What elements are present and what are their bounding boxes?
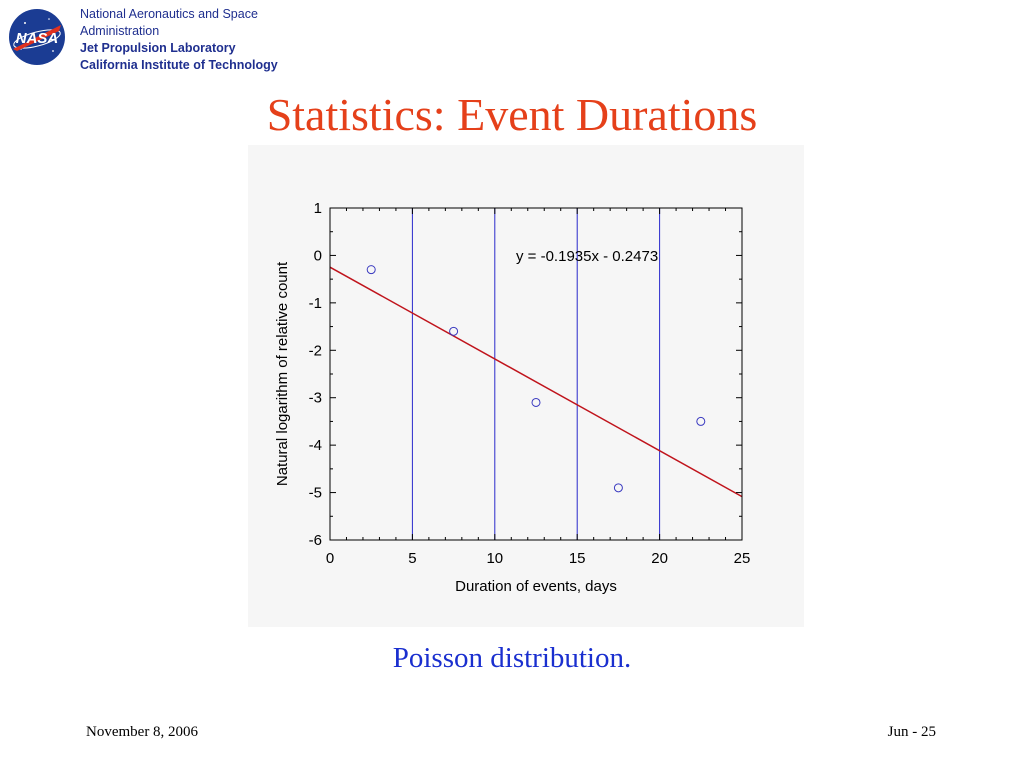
chart-panel: 0 5 10 15 20 25 1 0 -1 -2 -3 -4 -5 -6 y = -0.1935x - … [248, 145, 804, 627]
fit-line [329, 266, 743, 498]
y-tick-label: -1 [309, 295, 322, 312]
x-tick-label: 20 [651, 550, 668, 567]
y-tick-label: -4 [309, 437, 322, 454]
data-point [366, 265, 376, 275]
slide-title: Statistics: Event Durations [266, 89, 758, 140]
x-tick-label: 5 [408, 550, 416, 567]
footer-page-number: Jun - 25 [887, 724, 936, 740]
x-tick-label: 15 [569, 550, 586, 567]
y-tick-label: -2 [309, 342, 322, 359]
org-line-3: Jet Propulsion Laboratory [80, 41, 236, 55]
footer-date: November 8, 2006 [86, 724, 199, 740]
org-line-4: California Institute of Technology [80, 58, 278, 72]
org-line-1: National Aeronautics and Space [80, 7, 258, 21]
y-tick-label: -3 [309, 390, 322, 407]
x-tick-label: 10 [486, 550, 503, 567]
nasa-logo: NASA [9, 9, 65, 65]
y-tick-label: 0 [314, 247, 322, 264]
data-point [449, 326, 459, 336]
fit-equation-label: y = -0.1935x - 0.2473 [516, 248, 658, 265]
y-tick-label: -5 [309, 485, 322, 502]
slide-caption: Poisson distribution. [392, 642, 632, 674]
y-tick-label: 1 [314, 200, 322, 217]
x-axis-label: Duration of events, days [455, 578, 617, 595]
org-line-2: Administration [80, 24, 160, 38]
organization-block: National Aeronautics and Space Administr… [80, 6, 278, 74]
y-axis-label: Natural logarithm of relative count [274, 261, 291, 486]
x-tick-label: 0 [326, 550, 334, 567]
data-point [531, 397, 541, 407]
data-point [696, 416, 706, 426]
x-tick-label: 25 [734, 550, 751, 567]
data-point [613, 483, 623, 493]
nasa-logo-text: NASA [16, 30, 59, 47]
y-tick-label: -6 [309, 532, 322, 549]
